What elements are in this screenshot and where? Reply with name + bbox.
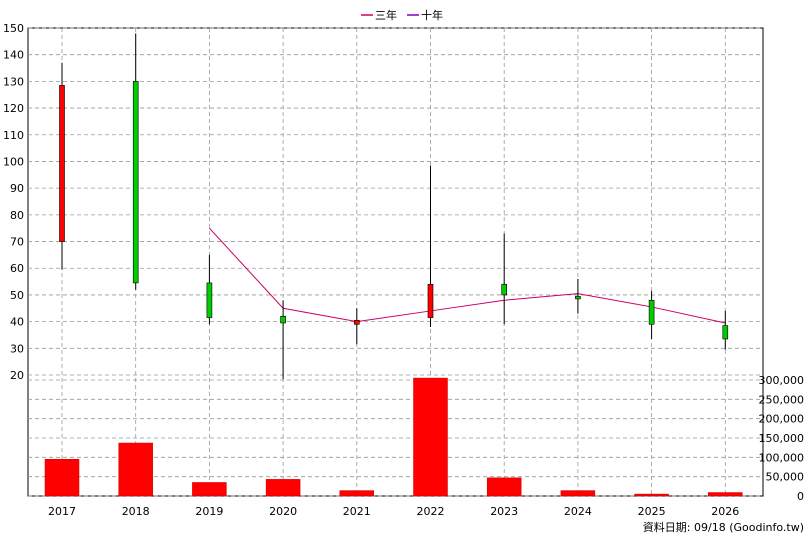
x-tick-label: 2026 xyxy=(711,505,739,518)
volume-bar xyxy=(44,459,80,497)
volume-bar xyxy=(486,477,522,497)
candle-body xyxy=(132,81,139,284)
candle-body xyxy=(501,283,508,296)
candle-layer xyxy=(59,33,729,380)
volume-tick-label: 300,000 xyxy=(759,374,805,387)
candle-body xyxy=(353,319,360,325)
volume-tick-label: 150,000 xyxy=(759,432,805,445)
volume-tick-label: 0 xyxy=(797,490,804,503)
volume-tick-label: 200,000 xyxy=(759,413,805,426)
volume-bar xyxy=(192,482,227,497)
legend: 三年 十年 xyxy=(361,8,443,22)
price-tick-label: 130 xyxy=(3,75,24,88)
x-tick-label: 2021 xyxy=(343,505,371,518)
price-tick-label: 150 xyxy=(3,22,24,35)
volume-bar xyxy=(560,490,596,497)
volume-layer xyxy=(44,377,743,497)
price-tick-label: 90 xyxy=(10,182,24,195)
candle-body xyxy=(575,295,581,300)
x-tick-label: 2018 xyxy=(122,505,150,518)
price-tick-label: 80 xyxy=(10,209,24,222)
candle-body xyxy=(722,325,729,340)
price-tick-label: 140 xyxy=(3,49,24,62)
candle-body xyxy=(280,315,286,324)
price-tick-label: 70 xyxy=(10,236,24,249)
volume-bar xyxy=(634,493,669,497)
price-tick-label: 40 xyxy=(10,316,24,329)
legend-label-三年: 三年 xyxy=(375,8,397,22)
price-tick-label: 50 xyxy=(10,289,24,302)
x-tick-label: 2022 xyxy=(417,505,445,518)
volume-bar xyxy=(413,377,448,497)
price-tick-label: 120 xyxy=(3,102,24,115)
x-tick-label: 2024 xyxy=(564,505,592,518)
price-tick-label: 60 xyxy=(10,262,24,275)
x-tick-label: 2025 xyxy=(638,505,666,518)
price-tick-label: 30 xyxy=(10,342,24,355)
volume-bar xyxy=(339,490,375,497)
candle-body xyxy=(59,85,65,242)
line-layer xyxy=(209,227,726,324)
price-tick-label: 110 xyxy=(3,129,24,142)
legend-label-十年: 十年 xyxy=(421,8,443,22)
price-tick-label: 20 xyxy=(10,369,24,382)
candle-body xyxy=(206,282,213,318)
x-tick-label: 2023 xyxy=(490,505,518,518)
footer-source: 資料日期: 09/18 (Goodinfo.tw) xyxy=(643,520,804,534)
candle-body xyxy=(427,283,434,318)
volume-tick-label: 250,000 xyxy=(759,393,805,406)
volume-tick-label: 50,000 xyxy=(766,471,805,484)
x-tick-label: 2017 xyxy=(48,505,76,518)
volume-tick-label: 100,000 xyxy=(759,451,805,464)
x-tick-label: 2020 xyxy=(269,505,297,518)
volume-bar xyxy=(118,442,153,497)
price-tick-label: 100 xyxy=(3,155,24,168)
candle-body xyxy=(648,299,655,325)
series-line xyxy=(209,227,726,324)
volume-bar xyxy=(265,479,301,497)
axis-layer: 150 140 130 120 110 100 90 80 70 60 50 40 30 20 300,00… xyxy=(3,22,804,518)
x-tick-label: 2019 xyxy=(195,505,223,518)
volume-bar xyxy=(708,492,743,497)
